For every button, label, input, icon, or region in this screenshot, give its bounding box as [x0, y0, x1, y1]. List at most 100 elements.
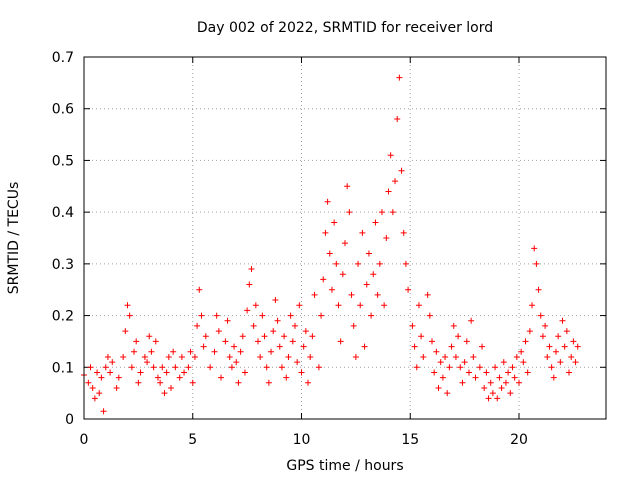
data-point	[309, 333, 316, 340]
data-point	[389, 209, 396, 216]
data-point	[435, 384, 442, 391]
data-point	[302, 328, 309, 335]
data-point	[570, 338, 577, 345]
data-point	[237, 348, 244, 355]
data-point	[283, 374, 290, 381]
data-point	[465, 369, 472, 376]
data-point	[396, 74, 403, 81]
data-point	[235, 379, 242, 386]
data-point	[420, 353, 427, 360]
data-point	[455, 333, 462, 340]
data-point	[305, 379, 312, 386]
data-point	[122, 328, 129, 335]
data-point	[185, 364, 192, 371]
data-point	[552, 348, 559, 355]
data-point	[546, 343, 553, 350]
data-point	[383, 235, 390, 241]
data-point	[150, 364, 157, 371]
data-point	[168, 384, 174, 391]
data-point	[537, 312, 544, 319]
data-point	[265, 379, 272, 386]
data-point	[215, 328, 222, 335]
data-point	[559, 317, 566, 324]
data-point	[218, 374, 225, 381]
data-point	[189, 379, 196, 386]
data-point	[387, 152, 394, 159]
data-point	[257, 353, 264, 360]
data-point	[452, 353, 459, 360]
data-point	[165, 353, 172, 360]
data-point	[344, 183, 351, 190]
data-point	[500, 359, 507, 366]
y-tick-label: 0.6	[52, 102, 74, 118]
data-point	[87, 364, 94, 371]
data-point	[326, 250, 333, 257]
data-point	[120, 353, 127, 360]
data-point	[431, 369, 438, 376]
data-point	[489, 390, 496, 397]
data-point	[509, 364, 516, 371]
data-point	[191, 353, 198, 360]
data-point	[437, 359, 444, 366]
data-point	[381, 302, 388, 309]
data-point	[318, 312, 325, 319]
data-point	[365, 250, 372, 257]
data-point	[522, 338, 529, 345]
data-point	[544, 353, 551, 360]
data-point	[268, 348, 275, 355]
data-point	[198, 312, 205, 319]
y-tick-label: 0.4	[52, 205, 74, 221]
data-point	[170, 348, 177, 355]
data-point	[513, 353, 520, 360]
data-point	[433, 348, 440, 355]
data-point	[448, 343, 455, 350]
data-point	[207, 364, 214, 371]
data-point	[244, 307, 251, 314]
data-point	[524, 369, 531, 376]
x-tick-label: 20	[510, 432, 528, 448]
data-point	[531, 245, 538, 252]
data-point	[259, 312, 266, 319]
data-point	[133, 338, 140, 345]
data-point	[568, 353, 575, 360]
data-point	[322, 229, 329, 236]
data-point	[485, 395, 492, 402]
data-point	[141, 353, 148, 360]
data-point	[479, 343, 486, 350]
grid-lines	[84, 57, 606, 419]
data-point	[529, 302, 536, 309]
data-point	[542, 322, 549, 329]
data-point	[446, 364, 453, 371]
data-point	[159, 364, 166, 371]
data-point	[520, 359, 527, 366]
data-point	[91, 395, 98, 402]
data-point	[342, 240, 348, 247]
data-point	[363, 281, 370, 288]
data-point	[211, 348, 218, 355]
data-point	[228, 364, 235, 371]
data-point	[109, 359, 116, 366]
data-point	[298, 369, 305, 376]
data-point	[392, 178, 399, 185]
data-point	[444, 390, 451, 397]
data-point	[104, 353, 111, 360]
data-point	[196, 286, 203, 293]
data-point	[346, 209, 353, 216]
data-point	[315, 364, 322, 371]
data-point	[146, 333, 153, 340]
data-point	[94, 369, 101, 376]
data-point	[350, 322, 357, 329]
data-point	[157, 379, 164, 386]
data-point	[124, 302, 131, 309]
plot-border	[83, 56, 607, 420]
data-point	[429, 338, 435, 345]
data-point	[128, 364, 135, 371]
data-point	[413, 364, 420, 371]
data-point	[263, 364, 270, 371]
data-point	[442, 353, 449, 360]
data-point	[85, 379, 92, 386]
data-point	[563, 328, 570, 335]
data-point	[402, 260, 409, 267]
data-point	[348, 291, 355, 298]
